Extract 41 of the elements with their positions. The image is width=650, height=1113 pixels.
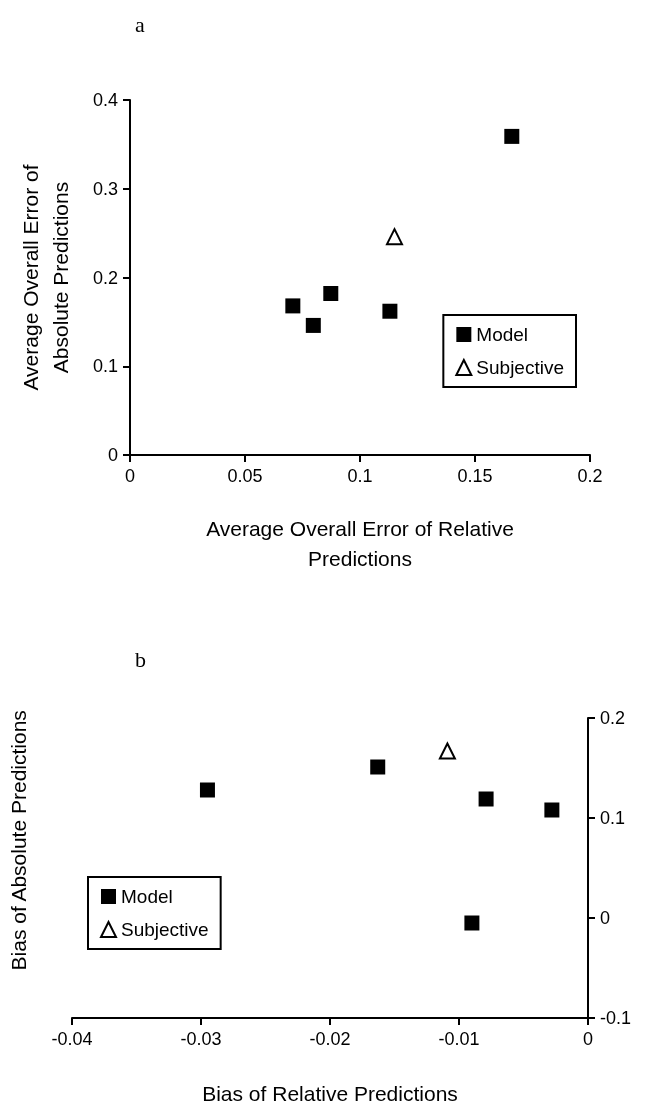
y-tick-label: 0.1 <box>92 356 118 377</box>
point <box>464 915 480 931</box>
x-axis-title: Bias of Relative Predictions <box>202 1081 458 1105</box>
x-tick-label: 0.15 <box>457 466 493 486</box>
legend-label: Subjective <box>476 357 565 378</box>
point <box>285 298 301 314</box>
x-axis-title: Average Overall Error of Relative Predictions <box>206 516 514 570</box>
y-axis-title: Average Overall Error of Absolute Predictions <box>18 164 72 391</box>
x-tick-label: 0.05 <box>227 466 263 486</box>
x-tick-label: 0 <box>582 1029 594 1049</box>
legend-label: Model <box>121 886 173 907</box>
chart-title: b <box>135 646 146 672</box>
x-tick-label: 0.1 <box>347 466 373 486</box>
y-tick-label: 0.3 <box>92 178 118 199</box>
y2-tick-label: 0.1 <box>600 808 626 828</box>
point <box>544 802 560 818</box>
point <box>370 759 386 775</box>
y2-tick-label: -0.1 <box>600 1008 632 1028</box>
y2-axis-title: Bias of Absolute Predictions <box>7 710 30 971</box>
point <box>504 128 520 144</box>
x-tick-label: 0.2 <box>577 466 603 486</box>
point <box>478 791 494 807</box>
x-tick-label: -0.01 <box>438 1029 480 1049</box>
y-tick-label: 0.4 <box>92 90 118 110</box>
legend-label: Subjective <box>121 919 209 940</box>
x-tick-label: 0 <box>124 466 136 486</box>
chart-title: a <box>135 11 145 37</box>
point <box>323 285 339 301</box>
x-tick-label: -0.04 <box>51 1029 93 1049</box>
point <box>386 228 403 246</box>
y2-tick-label: 0 <box>600 908 611 928</box>
y-tick-label: 0.2 <box>92 267 118 288</box>
x-tick-label: -0.03 <box>180 1029 222 1049</box>
y-tick-label: 0 <box>107 445 118 465</box>
y2-tick-label: 0.2 <box>600 708 626 728</box>
point <box>382 303 398 319</box>
point <box>199 782 215 798</box>
point <box>305 317 321 333</box>
legend-label: Model <box>476 324 529 345</box>
point <box>438 742 456 760</box>
x-tick-label: -0.02 <box>309 1029 351 1049</box>
